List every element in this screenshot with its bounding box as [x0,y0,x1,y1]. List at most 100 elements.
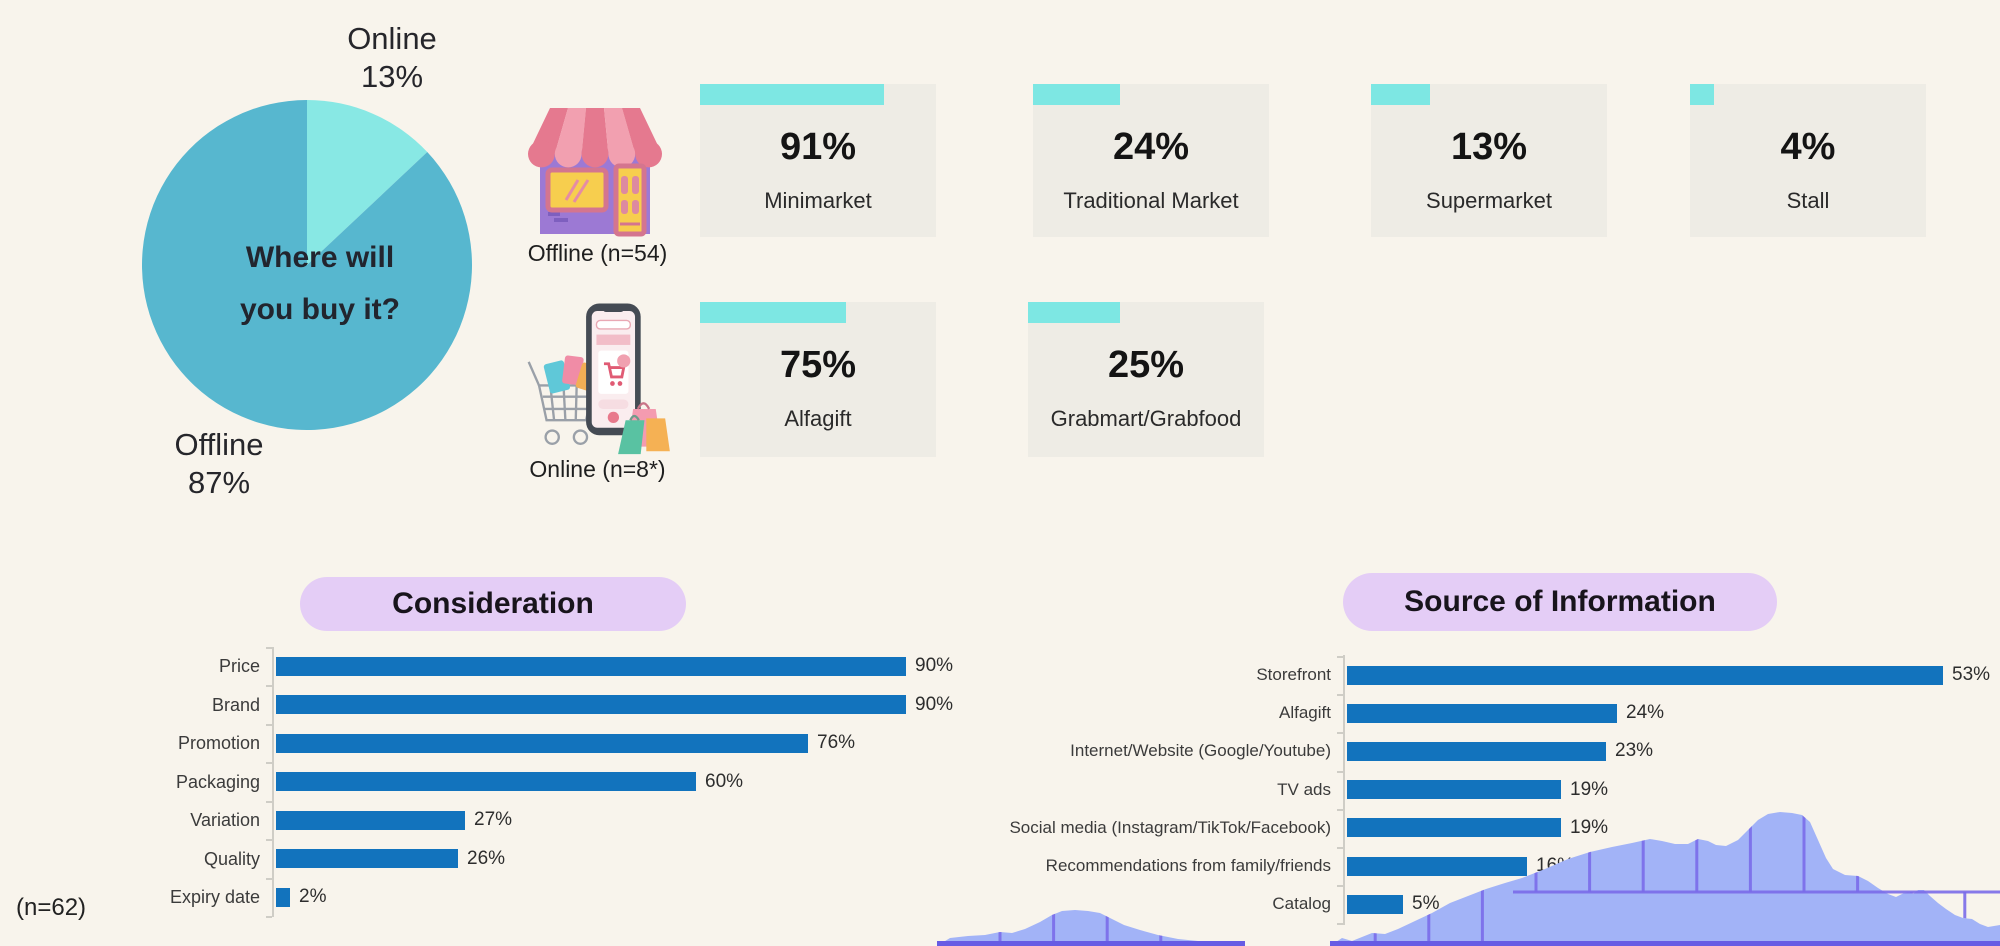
stat-card-stall: 4% Stall [1690,84,1926,237]
bar-value-internet-website-google-youtube: 23% [1615,740,1654,761]
chart-axis-tick [266,801,272,803]
bar-category-label-catalog: Catalog [1272,894,1331,913]
bar-category-label-price: Price [218,656,260,676]
bar-promotion [276,734,808,753]
bar-category-label-expiry-date: Expiry date [169,887,260,907]
bar-category-label-recommendations-from-family-friends: Recommendations from family/friends [1045,856,1331,875]
stat-card-grabmart-grabfood: 25% Grabmart/Grabfood [1028,302,1264,457]
bar-category-label-alfagift: Alfagift [1279,703,1331,722]
source-of-information-title-pill: Source of Information [1343,573,1777,631]
cart-glyph [603,362,626,379]
stat-card-alfagift: 75% Alfagift [700,302,936,457]
bar-recommendations-from-family-friends [1347,857,1527,876]
bar-category-label-brand: Brand [211,695,260,715]
stat-card-accent-bar [700,84,884,105]
consideration-title-pill: Consideration [300,577,686,631]
chart-axis-tick [1337,694,1343,696]
chart-axis-tick [266,878,272,880]
pie-label-offline: Offline 87% [139,426,299,502]
bar-category-label-tv-ads: TV ads [1277,780,1331,799]
stat-card-accent-bar [1690,84,1714,105]
chart-axis-tick [1337,656,1343,658]
bar-value-expiry-date: 2% [299,886,327,907]
bar-internet-website-google-youtube [1347,742,1606,761]
source-of-information-title: Source of Information [1404,585,1716,618]
pie-slice-online [307,100,428,265]
chart-axis-tick [266,685,272,687]
bar-value-social-media-instagram-tiktok-facebook: 19% [1570,817,1609,838]
bar-category-label-promotion: Promotion [177,733,260,753]
chart-axis-tick [1337,847,1343,849]
chart-axis-tick [266,647,272,649]
bar-tv-ads [1347,780,1561,799]
pie-label-online-name: Online [347,21,437,56]
bar-expiry-date [276,888,290,907]
consideration-title: Consideration [392,587,594,620]
chart-axis-tick [266,839,272,841]
bar-value-quality: 26% [467,848,506,869]
offline-caption: Offline (n=54) [527,240,668,266]
chart-axis-tick [1337,923,1343,925]
decorative-area-chart [937,812,2000,946]
online-shopping-icon [527,303,670,455]
stat-card-accent-bar [700,302,846,323]
pie-label-online: Online 13% [312,20,472,96]
chart-axis-line [1343,655,1345,925]
chart-axis-tick [266,916,272,918]
bar-value-catalog: 5% [1412,893,1440,914]
stat-card-value: 25% [1107,344,1185,386]
bar-value-brand: 90% [915,694,954,715]
stat-card-accent-bar [1033,84,1120,105]
stat-card-accent-bar [1028,302,1120,323]
pie-center-question: Where will you buy it? [170,232,470,336]
pie-center-line2: you buy it? [240,293,400,326]
stat-card-label: Alfagift [784,406,852,431]
bar-storefront [1347,666,1943,685]
sample-size-footnote: (n=62) [16,894,87,921]
stat-card-label: Grabmart/Grabfood [1050,406,1242,431]
stat-card-value: 91% [779,126,857,168]
bar-brand [276,695,906,714]
bar-value-alfagift: 24% [1626,702,1665,723]
storefront-icon [528,108,662,237]
bar-price [276,657,906,676]
pie-center-line1: Where will [245,241,395,274]
stat-card-supermarket: 13% Supermarket [1371,84,1607,237]
bar-quality [276,849,458,868]
stat-card-label: Minimarket [764,188,872,213]
stat-card-label: Stall [1786,188,1830,213]
bar-packaging [276,772,696,791]
wave-area [937,812,2000,946]
bar-category-label-internet-website-google-youtube: Internet/Website (Google/Youtube) [1070,741,1331,760]
chart-axis-tick [1337,771,1343,773]
pie-label-offline-name: Offline [174,427,264,462]
chart-axis-tick [266,724,272,726]
bar-category-label-quality: Quality [203,849,260,869]
bar-category-label-packaging: Packaging [175,772,260,792]
stat-card-value: 75% [779,344,857,386]
awning [528,108,662,168]
chart-axis-tick [266,762,272,764]
chart-axis-tick [1337,809,1343,811]
stat-card-value: 4% [1780,126,1836,168]
purchase-channel-pie-chart [142,100,472,430]
bar-value-price: 90% [915,655,954,676]
chart-axis-tick [1337,732,1343,734]
pie-label-online-value: 13% [360,59,424,94]
pie-label-offline-value: 87% [187,465,251,500]
bar-value-variation: 27% [474,809,513,830]
bar-value-storefront: 53% [1952,664,1991,685]
stat-card-value: 24% [1112,126,1190,168]
bar-value-promotion: 76% [817,732,856,753]
online-caption: Online (n=8*) [529,456,666,482]
bar-social-media-instagram-tiktok-facebook [1347,818,1561,837]
stat-card-value: 13% [1450,126,1528,168]
bar-alfagift [1347,704,1617,723]
pie-slice-offline [142,100,472,430]
stat-card-accent-bar [1371,84,1430,105]
bar-variation [276,811,465,830]
stat-card-label: Traditional Market [1063,188,1239,213]
bar-category-label-storefront: Storefront [1256,665,1331,684]
stat-card-traditional-market: 24% Traditional Market [1033,84,1269,237]
